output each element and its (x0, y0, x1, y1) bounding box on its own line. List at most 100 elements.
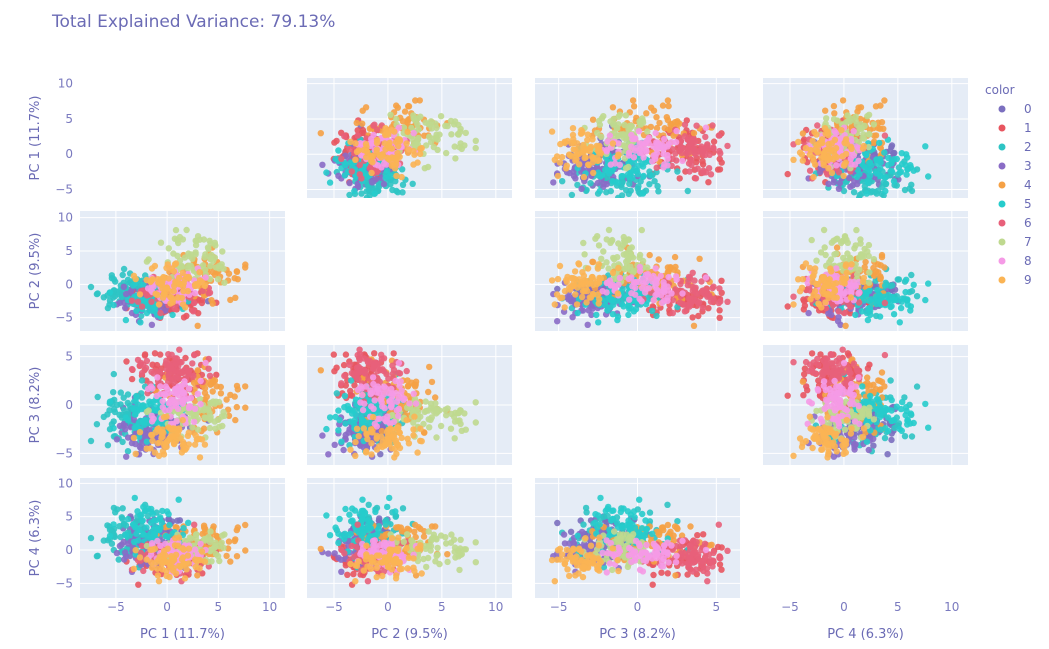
point-class-9 (821, 282, 829, 289)
point-class-2 (603, 199, 609, 205)
point-class-8 (169, 420, 177, 428)
point-class-6 (669, 146, 676, 153)
point-class-5 (877, 173, 884, 180)
point-class-4 (589, 116, 597, 123)
point-class-4 (412, 97, 419, 104)
point-class-4 (661, 125, 668, 132)
point-class-8 (850, 128, 857, 135)
point-class-6 (166, 361, 173, 369)
point-class-5 (371, 190, 378, 197)
point-class-9 (840, 172, 847, 180)
point-class-5 (899, 160, 906, 168)
point-class-4 (213, 383, 220, 390)
point-class-9 (182, 304, 189, 311)
point-class-5 (618, 173, 626, 180)
point-class-9 (185, 441, 193, 448)
point-class-4 (589, 258, 596, 265)
point-class-2 (110, 418, 117, 425)
point-class-9 (814, 293, 821, 301)
point-class-5 (896, 169, 903, 176)
point-class-9 (582, 154, 589, 161)
point-class-2 (568, 191, 576, 198)
point-class-4 (201, 396, 208, 403)
point-class-8 (702, 124, 710, 131)
point-class-5 (867, 172, 874, 179)
point-class-7 (172, 226, 180, 234)
point-class-3 (837, 321, 844, 328)
point-class-1 (695, 312, 702, 320)
point-class-8 (157, 383, 164, 390)
point-class-7 (580, 239, 587, 247)
point-class-5 (903, 276, 910, 283)
point-class-8 (191, 418, 198, 426)
point-class-6 (686, 299, 694, 306)
point-class-9 (159, 448, 167, 455)
point-class-4 (872, 103, 880, 110)
point-class-9 (156, 439, 164, 446)
point-class-5 (351, 187, 358, 195)
point-class-2 (120, 265, 128, 273)
point-class-6 (710, 145, 717, 152)
point-class-9 (396, 136, 403, 143)
point-class-9 (196, 454, 204, 461)
point-class-9 (819, 136, 826, 143)
point-class-6 (715, 299, 722, 307)
point-class-2 (110, 370, 118, 378)
point-class-8 (171, 400, 179, 407)
point-class-5 (602, 297, 609, 304)
point-class-0 (554, 285, 561, 293)
point-class-9 (373, 149, 380, 156)
point-class-7 (629, 269, 637, 276)
point-class-6 (806, 287, 814, 294)
point-class-7 (614, 254, 621, 261)
point-class-4 (799, 130, 807, 137)
point-class-7 (174, 252, 181, 260)
point-class-5 (604, 307, 611, 314)
point-class-8 (628, 143, 635, 150)
point-class-5 (630, 308, 638, 315)
point-class-8 (856, 289, 863, 296)
point-class-6 (695, 300, 702, 307)
point-class-8 (606, 132, 614, 139)
point-class-2 (138, 390, 145, 397)
point-class-8 (644, 136, 652, 144)
point-class-3 (816, 168, 824, 176)
point-class-2 (873, 190, 880, 197)
point-class-9 (136, 429, 144, 436)
point-class-4 (653, 114, 660, 121)
point-class-3 (578, 185, 585, 192)
point-class-8 (606, 277, 614, 284)
point-class-7 (607, 239, 614, 246)
point-class-7 (813, 257, 820, 264)
point-class-4 (830, 102, 838, 110)
point-class-9 (130, 434, 138, 442)
point-class-7 (856, 266, 863, 273)
point-class-9 (813, 280, 820, 288)
point-class-1 (716, 307, 723, 314)
point-class-7 (472, 137, 479, 144)
point-class-8 (653, 146, 661, 153)
point-class-9 (573, 156, 580, 163)
point-class-9 (809, 137, 816, 145)
point-class-8 (673, 276, 680, 283)
point-class-6 (348, 168, 355, 175)
point-class-7 (211, 239, 218, 246)
point-class-6 (338, 155, 345, 162)
point-class-7 (387, 111, 394, 119)
point-class-5 (890, 311, 898, 318)
point-class-8 (178, 382, 185, 390)
point-class-7 (456, 144, 463, 151)
point-class-6 (709, 122, 716, 129)
point-class-2 (576, 204, 582, 210)
point-class-7 (621, 121, 628, 129)
point-class-5 (922, 143, 929, 150)
point-class-7 (615, 121, 622, 128)
point-class-9 (821, 125, 829, 132)
point-class-5 (326, 179, 334, 186)
point-class-3 (569, 314, 576, 321)
point-class-2 (106, 297, 114, 304)
point-class-4 (881, 264, 888, 271)
point-class-4 (194, 322, 201, 329)
point-class-4 (200, 425, 208, 432)
point-class-4 (194, 367, 201, 374)
